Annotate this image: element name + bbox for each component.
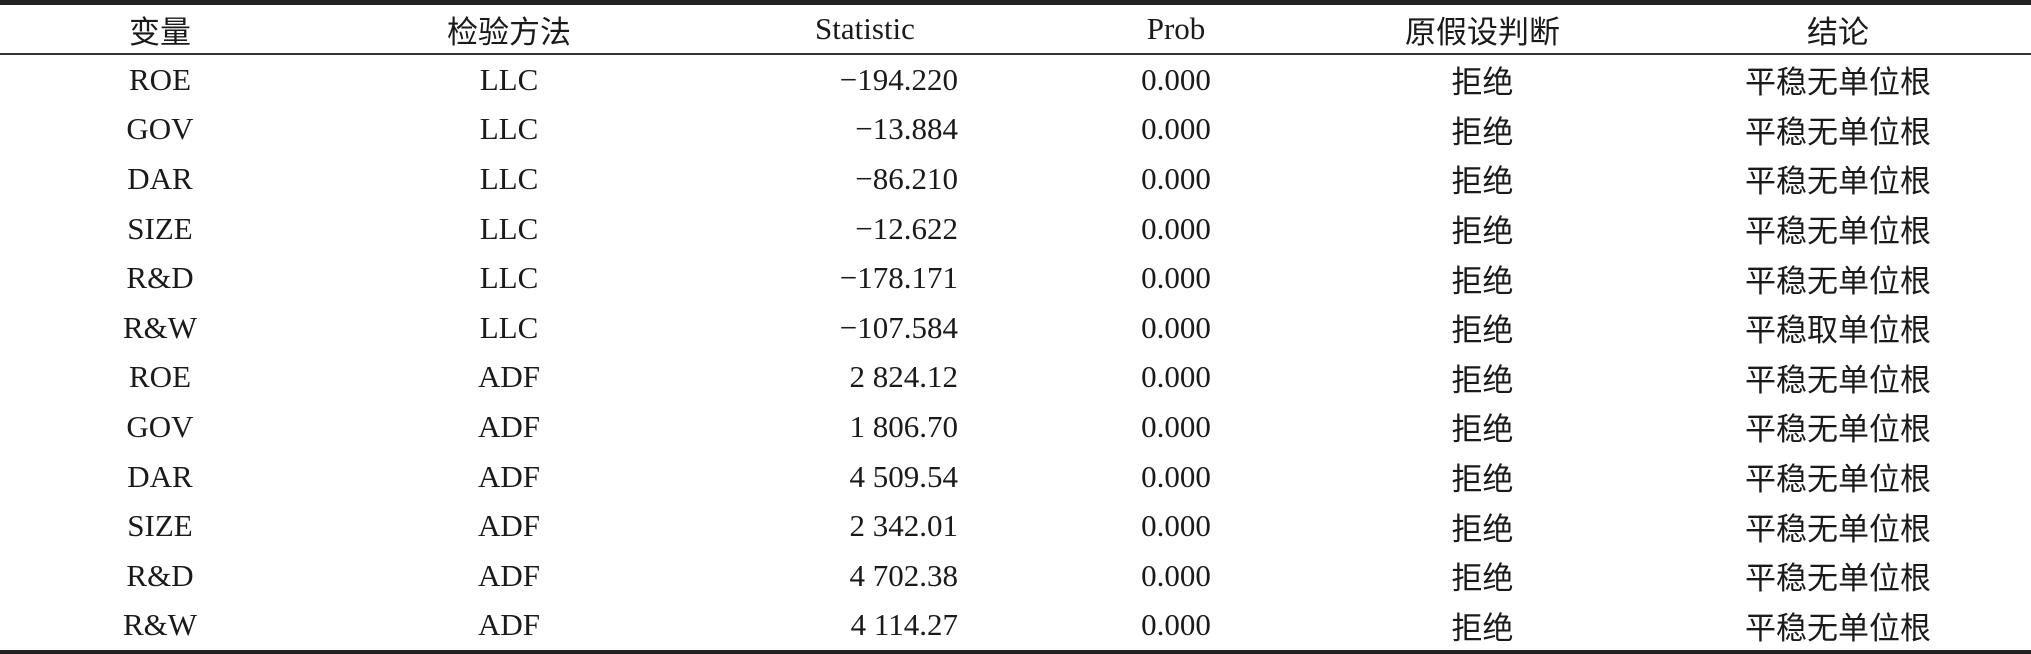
table-row: SIZE LLC −12.622 0.000 拒绝 平稳无单位根 — [0, 204, 2031, 254]
table-cell: 拒绝 — [1451, 561, 1514, 597]
table-cell: 平稳无单位根 — [1745, 462, 1931, 498]
table-cell: GOV — [126, 111, 194, 147]
header-row: 变量 检验方法 Statistic Prob 原假设判断 结论 — [0, 2, 2031, 55]
table-cell: GOV — [126, 408, 194, 444]
table-cell: 拒绝 — [1451, 263, 1514, 299]
table-row: GOV ADF 1 806.70 0.000 拒绝 平稳无单位根 — [0, 402, 2031, 452]
table-cell: 0.000 — [1141, 508, 1211, 544]
table-row: R&D ADF 4 702.38 0.000 拒绝 平稳无单位根 — [0, 551, 2031, 601]
table-cell: 平稳取单位根 — [1745, 313, 1931, 349]
table-cell: R&D — [126, 557, 194, 593]
table-cell: ADF — [477, 408, 540, 444]
table-cell: 拒绝 — [1451, 114, 1514, 150]
header-cell: 原假设判断 — [1320, 2, 1645, 55]
table-cell: 0.000 — [1141, 160, 1211, 196]
table-cell: SIZE — [127, 210, 193, 246]
table-cell: 平稳无单位根 — [1745, 263, 1931, 299]
table-cell: 0.000 — [1141, 458, 1211, 494]
table-cell: LLC — [479, 61, 539, 97]
table-cell: 1 806.70 — [849, 408, 959, 444]
table-cell: 拒绝 — [1451, 214, 1514, 250]
table-header: 变量 检验方法 Statistic Prob 原假设判断 结论 — [0, 2, 2031, 55]
table-cell: −13.884 — [855, 111, 958, 147]
table-cell: LLC — [479, 160, 539, 196]
header-cell: 变量 — [0, 2, 320, 55]
table-cell: −194.220 — [839, 61, 958, 97]
table-cell: ROE — [129, 61, 191, 97]
table-cell: −86.210 — [855, 160, 958, 196]
table-row: R&D LLC −178.171 0.000 拒绝 平稳无单位根 — [0, 253, 2031, 303]
table-cell: R&D — [126, 260, 194, 296]
table-cell: 平稳无单位根 — [1745, 511, 1931, 547]
table-cell: 拒绝 — [1451, 412, 1514, 448]
table-cell: 平稳无单位根 — [1745, 412, 1931, 448]
table-cell: 4 702.38 — [849, 557, 959, 593]
table-cell: ADF — [477, 508, 540, 544]
table-cell: 0.000 — [1141, 408, 1211, 444]
table-cell: 拒绝 — [1451, 462, 1514, 498]
table-cell: 平稳无单位根 — [1745, 114, 1931, 150]
table-row: DAR LLC −86.210 0.000 拒绝 平稳无单位根 — [0, 154, 2031, 204]
table-cell: −178.171 — [839, 260, 958, 296]
table-row: GOV LLC −13.884 0.000 拒绝 平稳无单位根 — [0, 105, 2031, 155]
table-cell: −12.622 — [855, 210, 958, 246]
table-cell: R&W — [122, 309, 198, 345]
table-cell: 0.000 — [1141, 210, 1211, 246]
table-cell: R&W — [122, 607, 198, 643]
header-cell: Prob — [1032, 2, 1320, 55]
table-cell: ADF — [477, 458, 540, 494]
table-row: ROE ADF 2 824.12 0.000 拒绝 平稳无单位根 — [0, 353, 2031, 403]
table-cell: 平稳无单位根 — [1745, 164, 1931, 200]
table-cell: 拒绝 — [1451, 164, 1514, 200]
header-cell: 结论 — [1645, 2, 2031, 55]
table-row: SIZE ADF 2 342.01 0.000 拒绝 平稳无单位根 — [0, 501, 2031, 551]
table-cell: 平稳无单位根 — [1745, 65, 1931, 101]
table-cell: SIZE — [127, 508, 193, 544]
table-cell: ADF — [477, 607, 540, 643]
table-cell: 4 114.27 — [850, 607, 958, 643]
table-cell: 平稳无单位根 — [1745, 610, 1931, 646]
table-cell: 0.000 — [1141, 260, 1211, 296]
table-cell: 2 342.01 — [849, 508, 959, 544]
table-cell: LLC — [479, 260, 539, 296]
table-cell: 0.000 — [1141, 111, 1211, 147]
table-cell: 0.000 — [1141, 61, 1211, 97]
header-cell: Statistic — [698, 2, 1032, 55]
table-cell: 4 509.54 — [849, 458, 959, 494]
table-row: R&W ADF 4 114.27 0.000 拒绝 平稳无单位根 — [0, 601, 2031, 653]
table-cell: ROE — [129, 359, 191, 395]
table-cell: ADF — [477, 557, 540, 593]
table-cell: 拒绝 — [1451, 313, 1514, 349]
table-cell: −107.584 — [839, 309, 958, 345]
table-cell: 0.000 — [1141, 359, 1211, 395]
table-cell: 拒绝 — [1451, 511, 1514, 547]
table-cell: LLC — [479, 210, 539, 246]
table-cell: 拒绝 — [1451, 610, 1514, 646]
table-row: ROE LLC −194.220 0.000 拒绝 平稳无单位根 — [0, 54, 2031, 105]
table-cell: ADF — [477, 359, 540, 395]
table-cell: 拒绝 — [1451, 65, 1514, 101]
table-cell: 2 824.12 — [849, 359, 959, 395]
table-body: ROE LLC −194.220 0.000 拒绝 平稳无单位根 GOV LLC −13.884… — [0, 54, 2031, 652]
table-cell: LLC — [479, 111, 539, 147]
table-row: DAR ADF 4 509.54 0.000 拒绝 平稳无单位根 — [0, 452, 2031, 502]
table-cell: 拒绝 — [1451, 362, 1514, 398]
table-cell: 0.000 — [1141, 309, 1211, 345]
table-cell: LLC — [479, 309, 539, 345]
table-cell: 平稳无单位根 — [1745, 214, 1931, 250]
table-cell: 平稳无单位根 — [1745, 561, 1931, 597]
table-cell: DAR — [127, 458, 193, 494]
table-cell: 平稳无单位根 — [1745, 362, 1931, 398]
table-row: R&W LLC −107.584 0.000 拒绝 平稳取单位根 — [0, 303, 2031, 353]
table-cell: 0.000 — [1141, 607, 1211, 643]
table-cell: 0.000 — [1141, 557, 1211, 593]
table-cell: DAR — [127, 160, 193, 196]
header-cell: 检验方法 — [320, 2, 698, 55]
